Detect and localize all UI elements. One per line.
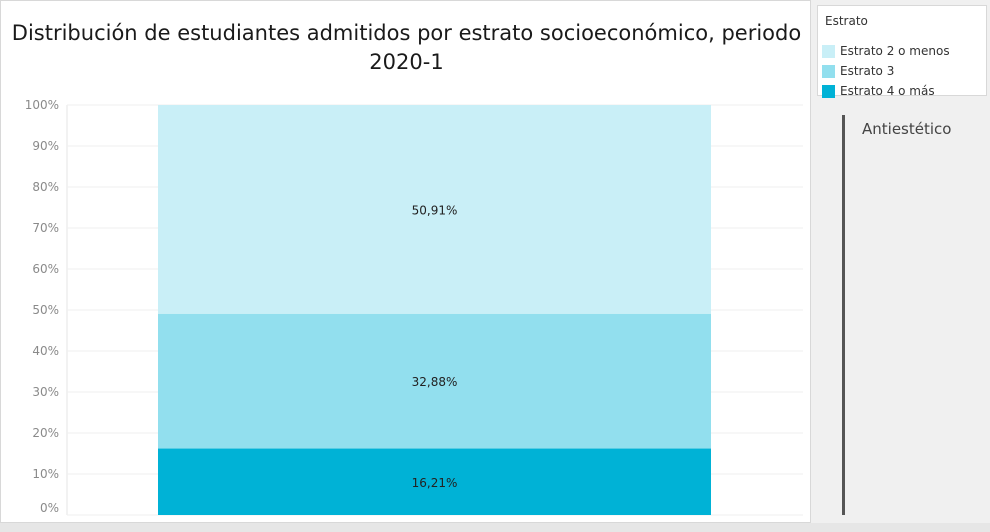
legend-swatch <box>822 44 835 58</box>
data-label: 16,21% <box>412 476 458 490</box>
y-tick-label: 90% <box>32 139 59 153</box>
y-tick-label: 40% <box>32 344 59 358</box>
legend-item-estrato-2-o-menos[interactable]: Estrato 2 o menos <box>822 43 950 59</box>
legend-item-estrato-3[interactable]: Estrato 3 <box>822 63 894 79</box>
y-tick-label: 50% <box>32 303 59 317</box>
bottom-strip <box>0 523 990 532</box>
legend-swatch <box>822 64 835 78</box>
y-tick-label: 80% <box>32 180 59 194</box>
bar-segment <box>158 313 711 449</box>
data-label: 50,91% <box>412 203 458 217</box>
y-tick-label: 30% <box>32 385 59 399</box>
y-tick-label: 100% <box>25 98 59 112</box>
legend-item-label: Estrato 4 o más <box>840 84 935 98</box>
chart-panel: Distribución de estudiantes admitidos po… <box>0 0 811 523</box>
y-tick-label: 70% <box>32 221 59 235</box>
legend-item-label: Estrato 2 o menos <box>840 44 950 58</box>
y-tick-label: 10% <box>32 467 59 481</box>
y-tick-label: 60% <box>32 262 59 276</box>
side-divider <box>842 115 845 515</box>
data-label: 32,88% <box>412 375 458 389</box>
legend: Estrato Estrato 2 o menos Estrato 3 Estr… <box>817 5 987 99</box>
legend-item-estrato-4-o-mas[interactable]: Estrato 4 o más <box>822 83 935 99</box>
legend-swatch <box>822 84 835 98</box>
stacked-bar-chart: 0% 10% 20% 30% 40% 50% 60% 70% 80% 90% 100% 16,21% 3… <box>25 98 803 516</box>
legend-item-label: Estrato 3 <box>840 64 895 78</box>
bar-segment <box>158 105 711 314</box>
y-tick-label: 0% <box>40 501 59 515</box>
y-tick-label: 20% <box>32 426 59 440</box>
side-note: Antiestético <box>862 120 952 138</box>
chart-title: Distribución de estudiantes admitidos po… <box>11 21 802 74</box>
legend-title: Estrato <box>825 14 868 28</box>
bar-segment <box>158 448 711 515</box>
